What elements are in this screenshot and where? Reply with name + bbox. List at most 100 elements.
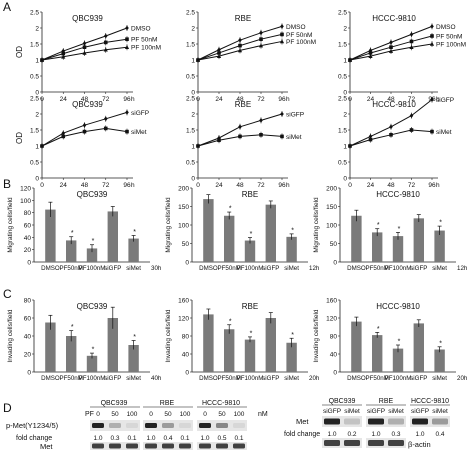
blot-band	[179, 423, 191, 428]
data-point	[279, 39, 285, 44]
fold-value: 0.5	[217, 435, 226, 442]
bar	[372, 335, 383, 372]
data-point	[238, 37, 242, 43]
x-tick-label: DMSO	[41, 375, 60, 382]
data-point	[238, 134, 242, 139]
y-tick-label: 0.5	[338, 160, 347, 167]
x-tick-label: PF50nM	[366, 265, 389, 272]
y-tick-label: 80	[182, 334, 190, 341]
x-tick-label: 48	[236, 182, 244, 189]
data-point	[125, 110, 129, 115]
data-point	[103, 47, 108, 52]
western-blot-layer: PF nMp-Met(Y1234/5)fold changeMetQBC93901…	[6, 398, 450, 450]
bar	[66, 240, 77, 262]
data-point	[82, 50, 87, 55]
blot-band	[233, 443, 245, 449]
group-name: QBC939	[101, 400, 128, 407]
data-point	[82, 122, 87, 128]
y-tick-label: 0	[343, 90, 347, 97]
x-tick-label: 96	[278, 182, 286, 189]
row-label: fold change	[284, 431, 320, 438]
y-tick-label: 0	[185, 370, 189, 377]
bar	[224, 215, 235, 262]
lane-label: siGFP	[323, 408, 341, 415]
x-tick-label: PF100nM	[79, 265, 106, 272]
x-tick-label: DMSO	[347, 265, 366, 272]
dose-label: 50	[218, 411, 226, 418]
x-tick-label: siMet	[126, 375, 141, 382]
bar	[128, 238, 139, 262]
blot-strip	[322, 438, 362, 448]
fold-value: 1.0	[200, 435, 209, 442]
significance-star: *	[398, 339, 401, 346]
blot-band	[344, 440, 360, 446]
y-tick-label: 120	[326, 316, 337, 323]
significance-star: *	[398, 226, 401, 233]
data-point	[217, 51, 221, 55]
significance-star: *	[71, 230, 74, 237]
group-name: HCCC-9810	[202, 400, 240, 407]
y-tick-label: 1.5	[186, 42, 195, 49]
data-point	[368, 137, 373, 142]
fold-value: 1.0	[371, 431, 380, 438]
x-unit: h	[436, 96, 440, 103]
bar	[434, 230, 445, 262]
blot-band	[216, 443, 228, 449]
y-tick-label: 0	[191, 176, 195, 183]
x-unit: h	[131, 96, 135, 103]
data-point	[280, 32, 284, 37]
data-point	[103, 126, 108, 131]
blot-band	[388, 418, 404, 425]
x-tick-label: 96	[123, 96, 131, 103]
x-tick-label: PF100nM	[237, 265, 264, 272]
series-label: DMSO	[436, 24, 456, 31]
chart-10: RBE 0 40 80 120 160 Invading cells/field DMSO * P…	[165, 298, 320, 383]
fold-value: 0.1	[127, 435, 136, 442]
y-tick-label: 60	[24, 316, 32, 323]
y-tick-label: 60	[24, 223, 32, 230]
blot-band	[368, 418, 384, 425]
bar	[86, 355, 98, 372]
y-tick-label: 1	[191, 144, 195, 151]
y-tick-label: 200	[178, 186, 189, 193]
y-tick-label: 1.5	[30, 128, 39, 135]
y-axis-label: Migrating cells/field	[165, 197, 172, 253]
data-point	[195, 57, 201, 62]
blot-band	[92, 443, 104, 449]
x-tick-label: siGFP	[104, 265, 121, 272]
data-point	[237, 48, 243, 53]
y-axis-label: Invading cells/field	[7, 309, 14, 362]
x-tick-label: 0	[196, 182, 200, 189]
x-tick-label: 0	[348, 182, 352, 189]
y-tick-label: 1	[343, 58, 347, 65]
y-tick-label: 0	[333, 260, 337, 267]
x-tick-label: 24	[60, 182, 68, 189]
y-tick-label: 20	[24, 352, 32, 359]
dose-label: 0	[96, 411, 100, 418]
chart-title: RBE	[242, 302, 258, 311]
y-tick-label: 50	[182, 241, 190, 248]
data-point	[196, 144, 200, 148]
series-label: siGFP	[436, 97, 454, 104]
x-tick-label: 72	[408, 96, 416, 103]
data-point	[280, 24, 284, 29]
y-tick-label: 160	[326, 298, 337, 305]
bar	[265, 204, 276, 262]
bar	[413, 323, 424, 372]
x-tick-label: DMSO	[199, 375, 218, 382]
fold-value: 0.3	[110, 435, 119, 442]
y-tick-label: 0	[343, 176, 347, 183]
x-tick-label: 72	[257, 182, 265, 189]
y-tick-label: 2.5	[338, 10, 347, 17]
data-point	[280, 134, 284, 139]
series-label: siMet	[131, 129, 147, 136]
series-label: DMSO	[286, 24, 306, 31]
time-label: 30h	[151, 265, 162, 272]
x-unit: h	[286, 96, 290, 103]
x-tick-label: siMet	[432, 375, 447, 382]
blot-band	[216, 423, 228, 428]
fold-value: 0.1	[234, 435, 243, 442]
x-tick-label: 96	[428, 182, 436, 189]
data-point	[368, 134, 373, 139]
